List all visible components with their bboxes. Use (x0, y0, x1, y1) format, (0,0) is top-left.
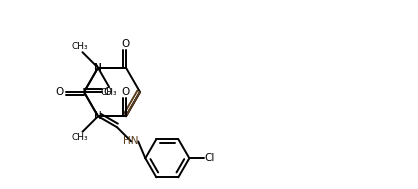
Text: N: N (94, 63, 102, 73)
Text: N: N (94, 63, 102, 73)
Text: CH₃: CH₃ (71, 42, 88, 51)
Text: CH₃: CH₃ (101, 88, 117, 97)
Text: CH₃: CH₃ (71, 133, 88, 142)
Text: O: O (122, 87, 130, 97)
Text: O: O (104, 87, 112, 97)
Text: Cl: Cl (204, 153, 214, 163)
Text: N: N (94, 111, 102, 121)
Text: O: O (122, 39, 130, 49)
Text: O: O (56, 87, 64, 97)
Text: HN: HN (123, 136, 139, 146)
